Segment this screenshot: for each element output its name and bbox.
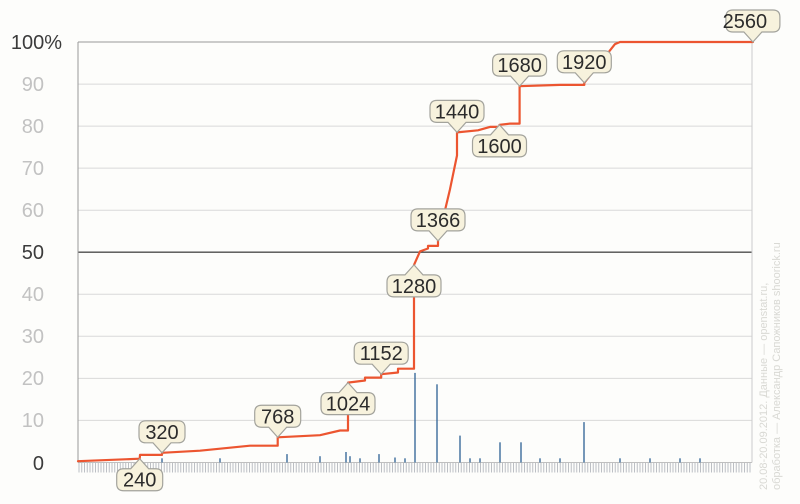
svg-text:2560: 2560 [723,11,768,33]
svg-text:320: 320 [145,422,178,444]
svg-text:1920: 1920 [562,52,607,74]
svg-text:1024: 1024 [326,394,371,416]
svg-text:1280: 1280 [392,276,437,298]
svg-text:70: 70 [22,158,44,180]
svg-text:100%: 100% [11,32,62,54]
svg-text:обработка — Александр Сапожник: обработка — Александр Сапожников shooric… [771,242,783,490]
svg-text:90: 90 [22,74,44,96]
svg-text:30: 30 [22,326,44,348]
svg-text:40: 40 [22,284,44,306]
svg-text:60: 60 [22,200,44,222]
svg-text:50: 50 [22,242,44,264]
svg-text:1680: 1680 [497,55,542,77]
svg-text:1600: 1600 [477,136,522,158]
svg-text:240: 240 [123,470,156,492]
svg-text:80: 80 [22,116,44,138]
svg-text:0: 0 [33,453,44,475]
svg-text:20.08-20.09.2012. Данные — ope: 20.08-20.09.2012. Данные — openstat.ru, [758,283,770,490]
svg-text:768: 768 [261,406,294,428]
svg-text:1440: 1440 [435,101,480,123]
svg-text:1366: 1366 [416,210,461,232]
svg-text:10: 10 [22,410,44,432]
svg-text:20: 20 [22,368,44,390]
svg-text:1152: 1152 [360,343,403,365]
